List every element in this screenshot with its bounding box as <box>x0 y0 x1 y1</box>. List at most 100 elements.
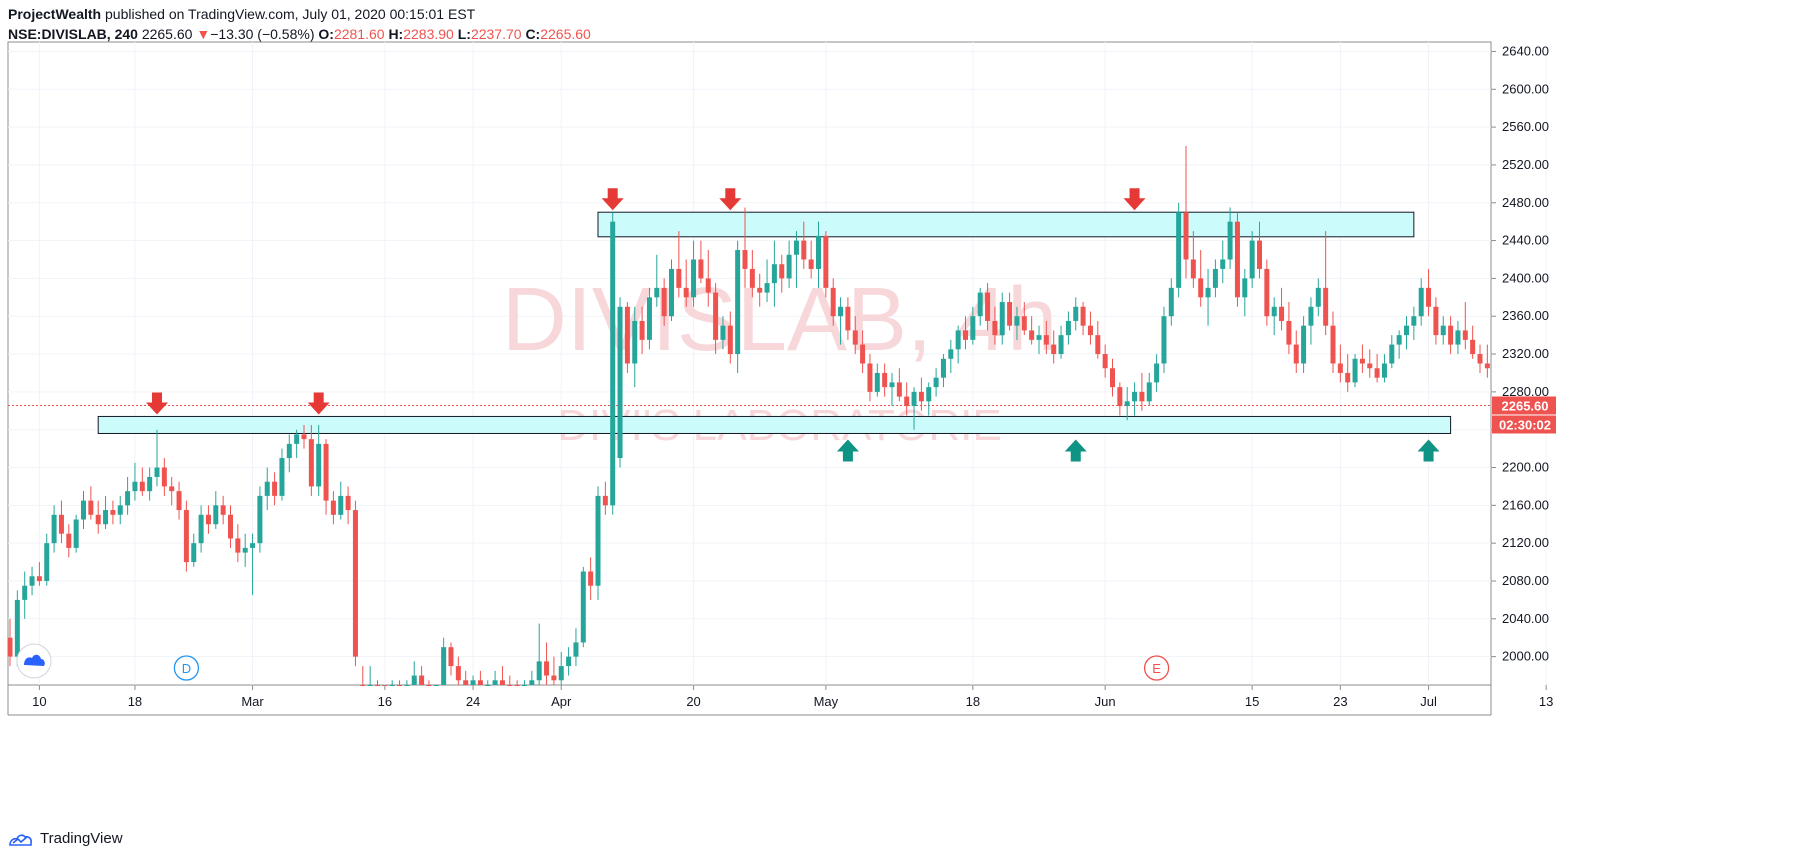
candle-body <box>66 533 72 548</box>
candle-body <box>1271 306 1277 317</box>
candle-body <box>749 268 755 288</box>
candle-body <box>1249 240 1255 279</box>
candle <box>830 278 836 326</box>
candle <box>999 292 1005 345</box>
author-name[interactable]: ProjectWealth <box>8 6 102 22</box>
chart-logo[interactable] <box>16 643 52 679</box>
candle <box>132 462 138 501</box>
footer-brand[interactable]: TradingView <box>40 830 123 847</box>
candle-body <box>352 510 358 657</box>
candle-body <box>1286 320 1292 345</box>
candle <box>301 424 307 449</box>
candle-body <box>1359 358 1365 364</box>
candle-body <box>573 642 579 657</box>
candle-body <box>1073 306 1079 321</box>
candle <box>375 680 380 686</box>
candle <box>161 458 167 496</box>
candle <box>36 562 42 586</box>
candle <box>985 283 991 331</box>
candle-body <box>735 250 741 355</box>
candle-body <box>51 514 57 544</box>
candle-body <box>1352 358 1358 383</box>
candle-body <box>926 387 932 402</box>
y-tick-label: 2040.00 <box>1502 611 1549 626</box>
candle <box>1058 325 1064 359</box>
resistance-arrow-icon <box>1123 188 1146 211</box>
candle-body <box>992 320 998 336</box>
candle <box>1124 387 1130 421</box>
candle-body <box>904 396 910 407</box>
candle-body <box>375 685 380 686</box>
candle-body <box>867 363 873 392</box>
candle-body <box>1264 268 1270 317</box>
candle-body <box>103 510 109 525</box>
support-arrow-icon <box>836 439 859 462</box>
candle-body <box>1176 212 1182 288</box>
candle <box>882 363 888 397</box>
x-tick-label: 23 <box>1333 694 1347 709</box>
candle <box>558 651 564 685</box>
candle-body <box>117 505 123 515</box>
candle <box>514 680 520 686</box>
candle-body <box>147 476 153 492</box>
candle-body <box>330 500 336 515</box>
candle <box>691 240 697 307</box>
candle <box>838 297 844 345</box>
y-tick-label: 2640.00 <box>1502 43 1549 58</box>
x-tick-label: Apr <box>551 694 572 709</box>
candle-body <box>1183 212 1189 260</box>
candle-body <box>1227 221 1233 260</box>
candle-body <box>250 543 256 548</box>
candle <box>367 666 373 686</box>
candle-body <box>257 495 263 544</box>
candle <box>44 533 50 586</box>
ohlc-legend: NSE:DIVISLAB, 240 2265.60 ▼−13.30 (−0.58… <box>8 26 591 42</box>
candle <box>845 297 851 340</box>
candle-body <box>940 358 946 378</box>
symbol-label: NSE:DIVISLAB, 240 <box>8 26 138 42</box>
candle <box>1330 311 1336 373</box>
candle-body <box>1315 287 1321 307</box>
support-arrow-icon <box>1417 439 1440 462</box>
y-tick-label: 2120.00 <box>1502 535 1549 550</box>
candle-body <box>1433 306 1439 336</box>
candle-body <box>551 675 557 681</box>
candle <box>624 302 630 373</box>
candle-body <box>1124 401 1130 407</box>
candle <box>485 680 491 686</box>
x-tick-label: 15 <box>1245 694 1259 709</box>
candle-body <box>264 481 270 496</box>
y-tick-label: 2160.00 <box>1502 497 1549 512</box>
candle-body <box>272 481 278 496</box>
candle <box>896 368 902 402</box>
candle <box>147 467 153 501</box>
candle-body <box>514 685 520 686</box>
candle-body <box>691 259 697 298</box>
candle <box>352 500 358 667</box>
axes: 2000.00 2040.00 2080.00 2120.00 2160.00 2200.… <box>32 43 1553 709</box>
candle-body <box>426 685 432 686</box>
candle-body <box>1257 240 1262 269</box>
candle <box>389 680 395 686</box>
candle-body <box>1470 339 1476 355</box>
candle-body <box>823 235 829 288</box>
candle-body <box>860 344 866 364</box>
candle <box>683 259 689 307</box>
candle-body <box>1374 368 1380 378</box>
resistance-zone <box>597 211 1415 238</box>
candle-body <box>1234 221 1240 298</box>
candle-body <box>852 330 858 345</box>
candle-body <box>1168 287 1174 317</box>
change-value: −13.30 (−0.58%) <box>210 26 315 42</box>
candle-body <box>970 316 976 340</box>
x-tick-label: Jun <box>1095 694 1116 709</box>
candle-body <box>1161 316 1167 364</box>
candle <box>1029 316 1035 345</box>
candle <box>198 505 204 553</box>
candle-body <box>779 264 785 279</box>
candle <box>1146 372 1152 407</box>
candle <box>1352 354 1358 388</box>
candle-body <box>367 685 373 686</box>
